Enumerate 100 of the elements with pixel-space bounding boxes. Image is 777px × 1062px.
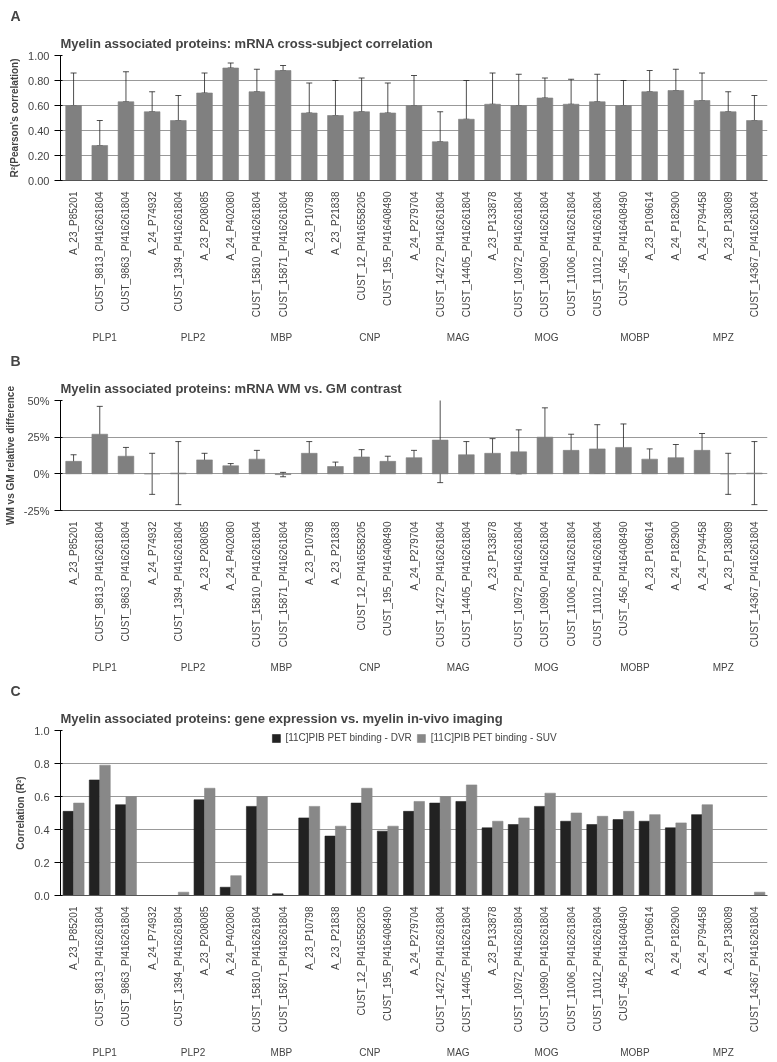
- text: PLP1: [92, 661, 118, 673]
- x-tick-label: A_24_P402080: [225, 521, 237, 591]
- text: PLP2: [180, 331, 206, 343]
- x-tick-label: CUST_14405_PI416261804: [460, 521, 472, 648]
- x-tick-label: A_24_P794458: [696, 906, 708, 976]
- text: CNP: [359, 661, 381, 673]
- y-tick-label: 0.2: [34, 856, 50, 869]
- text: C: [10, 682, 21, 699]
- x-tick-label: CUST_12_PI416558205: [356, 191, 368, 301]
- x-tick-label: A_24_P182900: [670, 906, 682, 976]
- x-tick-label: CUST_11012_PI416261804: [591, 191, 603, 317]
- x-tick-label: CUST_195_PI416408490: [382, 191, 394, 307]
- x-tick-label: CUST_14272_PI416261804: [434, 906, 446, 1033]
- text: MOG: [534, 661, 559, 673]
- x-tick-label: A_23_P85201: [68, 906, 80, 970]
- x-tick-label: A_23_P21838: [329, 906, 341, 970]
- x-tick-label: A_23_P208085: [199, 906, 211, 976]
- x-tick-label: CUST_195_PI416408490: [382, 521, 394, 637]
- x-tick-label: A_23_P10798: [303, 191, 315, 255]
- chart-title: Myelin associated proteins: mRNA WM vs. GM contrast: [60, 380, 403, 396]
- x-tick-label: A_24_P402080: [225, 906, 237, 976]
- text: MOBP: [620, 331, 650, 343]
- x-tick-label: CUST_14367_PI416261804: [748, 906, 760, 1033]
- text: MBP: [270, 1046, 293, 1058]
- y-tick-label: 0.6: [34, 790, 50, 803]
- x-tick-label: CUST_456_PI416408490: [617, 191, 629, 307]
- text: MBP: [270, 661, 293, 673]
- y-tick-label: 1.00: [28, 49, 50, 62]
- x-tick-label: CUST_14405_PI416261804: [460, 191, 472, 318]
- x-tick-label: CUST_10990_PI416261804: [539, 521, 551, 648]
- x-tick-label: A_24_P279704: [408, 191, 420, 261]
- text: MPZ: [712, 1046, 734, 1058]
- text: MOBP: [620, 661, 650, 673]
- x-tick-label: CUST_456_PI416408490: [617, 521, 629, 637]
- y-tick-label: 0.00: [28, 174, 50, 187]
- x-tick-label: A_24_P74932: [146, 191, 158, 255]
- x-tick-label: A_23_P10798: [303, 521, 315, 585]
- text: PLP1: [92, 331, 118, 343]
- text: B: [10, 352, 21, 369]
- x-tick-label: A_24_P279704: [408, 906, 420, 976]
- y-tick-label: 1.0: [34, 724, 50, 737]
- x-tick-label: CUST_14367_PI416261804: [748, 191, 760, 318]
- text: MAG: [446, 1046, 470, 1058]
- y-tick-label: 0%: [33, 467, 50, 480]
- x-tick-label: A_24_P74932: [146, 521, 158, 585]
- x-tick-label: A_23_P133878: [487, 191, 499, 261]
- y-tick-label: 0.20: [28, 149, 50, 162]
- x-tick-label: CUST_15810_PI416261804: [251, 906, 263, 1033]
- x-tick-label: A_24_P402080: [225, 191, 237, 261]
- x-tick-label: CUST_11012_PI416261804: [591, 906, 603, 1032]
- x-tick-label: CUST_9863_PI416261804: [120, 906, 132, 1027]
- x-tick-label: A_24_P279704: [408, 521, 420, 591]
- text: MPZ: [712, 331, 734, 343]
- x-tick-label: CUST_9813_PI416261804: [94, 191, 106, 312]
- y-tick-label: 0.0: [34, 889, 50, 902]
- x-tick-label: A_23_P133878: [487, 906, 499, 976]
- x-tick-label: A_23_P138089: [722, 521, 734, 591]
- x-tick-label: CUST_14272_PI416261804: [434, 521, 446, 648]
- x-tick-label: A_23_P109614: [644, 191, 656, 261]
- x-tick-label: CUST_10972_PI416261804: [513, 906, 525, 1033]
- x-tick-label: CUST_10990_PI416261804: [539, 906, 551, 1033]
- x-tick-label: CUST_10972_PI416261804: [513, 521, 525, 648]
- text: PLP1: [92, 1046, 118, 1058]
- x-tick-label: A_23_P10798: [303, 906, 315, 970]
- x-tick-label: CUST_9863_PI416261804: [120, 191, 132, 312]
- x-tick-label: A_23_P85201: [68, 191, 80, 255]
- x-tick-label: A_24_P794458: [696, 191, 708, 261]
- x-tick-label: CUST_11006_PI416261804: [565, 521, 577, 647]
- x-tick-label: CUST_9813_PI416261804: [94, 521, 106, 642]
- legend-label: [11C]PIB PET binding - DVR: [285, 732, 412, 743]
- y-tick-label: 0.8: [34, 757, 50, 770]
- x-tick-label: CUST_1394_PI416261804: [172, 906, 184, 1027]
- y-axis-title: Correlation (R²): [15, 776, 27, 850]
- x-tick-label: CUST_14272_PI416261804: [434, 191, 446, 318]
- y-tick-label: 0.80: [28, 74, 50, 87]
- x-tick-label: CUST_9863_PI416261804: [120, 521, 132, 642]
- x-tick-label: CUST_10972_PI416261804: [513, 191, 525, 318]
- x-tick-label: CUST_11012_PI416261804: [591, 521, 603, 647]
- x-tick-label: CUST_14367_PI416261804: [748, 521, 760, 648]
- x-tick-label: A_23_P133878: [487, 521, 499, 591]
- x-tick-label: CUST_12_PI416558205: [356, 906, 368, 1016]
- y-tick-label: 0.60: [28, 99, 50, 112]
- x-tick-label: CUST_14405_PI416261804: [460, 906, 472, 1033]
- chart-title: Myelin associated proteins: mRNA cross-subject correlation: [60, 35, 433, 51]
- x-tick-label: A_23_P109614: [644, 906, 656, 976]
- x-tick-label: CUST_15871_PI416261804: [277, 521, 289, 648]
- x-tick-label: CUST_15810_PI416261804: [251, 191, 263, 318]
- y-tick-label: 0.4: [34, 823, 50, 836]
- text: CNP: [359, 1046, 381, 1058]
- x-tick-label: CUST_10990_PI416261804: [539, 191, 551, 318]
- x-tick-label: A_23_P21838: [329, 521, 341, 585]
- x-tick-label: CUST_15871_PI416261804: [277, 906, 289, 1033]
- legend-label: [11C]PIB PET binding - SUV: [430, 732, 557, 743]
- x-tick-label: CUST_456_PI416408490: [617, 906, 629, 1022]
- y-tick-label: -25%: [23, 504, 50, 517]
- text: MAG: [446, 661, 470, 673]
- text: PLP2: [180, 1046, 206, 1058]
- text: MOG: [534, 1046, 559, 1058]
- chart-title: Myelin associated proteins: gene expression vs. myelin in-vivo imaging: [60, 710, 503, 726]
- text: PLP2: [180, 661, 206, 673]
